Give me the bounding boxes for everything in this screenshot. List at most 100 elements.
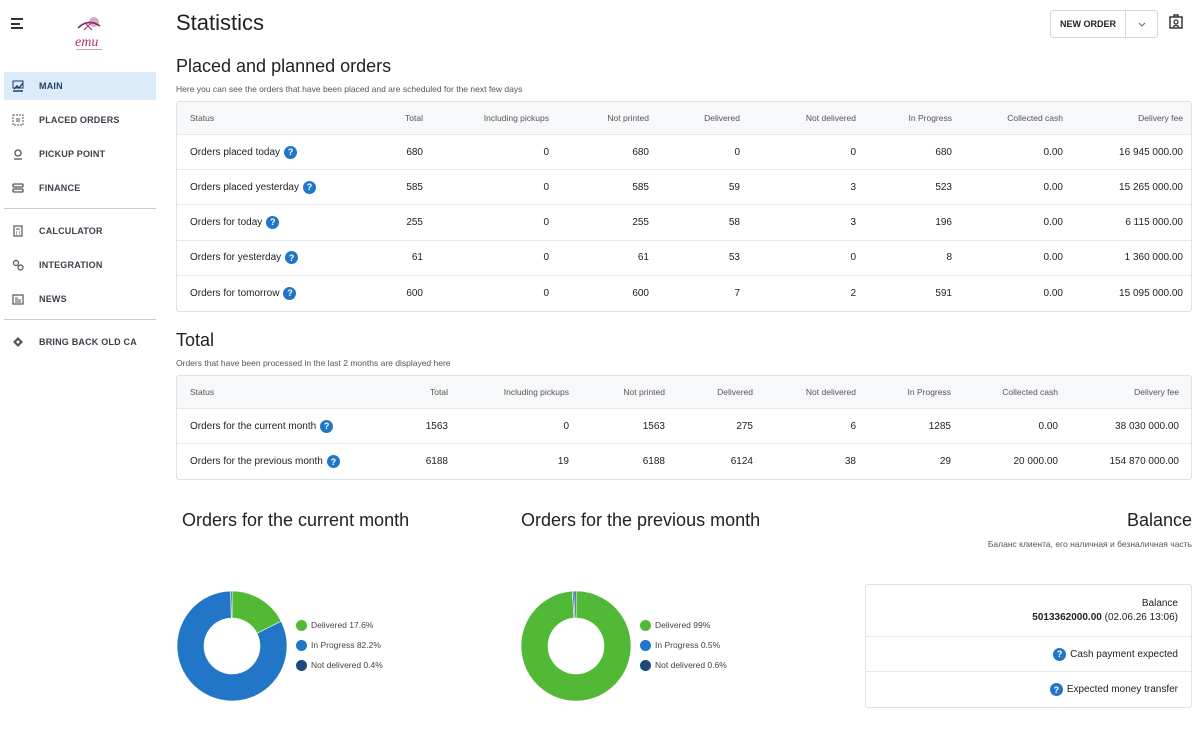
legend-item[interactable]: In Progress 0.5% bbox=[640, 635, 727, 655]
table-cell: 0.00 bbox=[1043, 181, 1063, 193]
table-header-row: Status Total Including pickups Not print… bbox=[177, 102, 1191, 135]
menu-toggle-icon[interactable] bbox=[11, 18, 23, 29]
planned-section-title: Placed and planned orders bbox=[176, 56, 392, 76]
help-icon[interactable]: ? bbox=[326, 455, 340, 468]
table-cell: 2 bbox=[850, 287, 856, 299]
table-cell: 6188 bbox=[425, 456, 448, 467]
help-icon[interactable]: ? bbox=[285, 251, 299, 265]
legend-label: Delivered 17.6% bbox=[311, 620, 374, 630]
row-status-label: Orders for the current month bbox=[190, 420, 317, 432]
sidebar-item-label: NEWS bbox=[39, 294, 67, 304]
table-cell: 19 bbox=[557, 456, 569, 467]
legend-item[interactable]: Not delivered 0.4% bbox=[296, 655, 383, 675]
sidebar-item-label: BRING BACK OLD CA bbox=[39, 337, 137, 347]
donut-slice-in-progress[interactable] bbox=[176, 590, 288, 702]
legend-label: In Progress 82.2% bbox=[311, 640, 381, 650]
help-icon[interactable]: ? bbox=[284, 145, 298, 159]
table-cell: 0 bbox=[563, 420, 569, 432]
help-icon[interactable]: ? bbox=[283, 286, 297, 300]
sidebar-item-label: FINANCE bbox=[39, 183, 81, 193]
transfer-expected-label: Expected money transfer bbox=[1066, 684, 1178, 695]
news-icon bbox=[12, 293, 24, 305]
sidebar-item-label: MAIN bbox=[39, 81, 63, 91]
sidebar-item-label: PICKUP POINT bbox=[39, 149, 106, 159]
new-order-button[interactable]: NEW ORDER bbox=[1051, 11, 1126, 37]
row-status-label: Orders for yesterday bbox=[190, 252, 282, 264]
user-account-icon[interactable] bbox=[1168, 14, 1184, 30]
sidebar-item-main[interactable]: MAIN bbox=[4, 72, 156, 100]
table-cell: 680 bbox=[406, 146, 423, 158]
table-cell: 0.00 bbox=[1043, 216, 1063, 228]
table-cell: 275 bbox=[736, 420, 753, 432]
table-cell: 0.00 bbox=[1038, 420, 1058, 432]
table-cell: 3 bbox=[850, 181, 856, 193]
table-cell: 0 bbox=[850, 252, 856, 264]
table-cell: 7 bbox=[734, 287, 740, 299]
table-cell: 1563 bbox=[425, 420, 448, 432]
table-cell: 6 bbox=[850, 420, 856, 432]
gears-icon bbox=[12, 259, 24, 271]
row-status-label: Orders for the previous month bbox=[190, 456, 323, 467]
table-cell: 15 095 000.00 bbox=[1119, 287, 1183, 299]
row-status: Orders for the previous month? bbox=[177, 455, 377, 468]
column-header: Including pickups bbox=[503, 387, 569, 397]
table-header-row: Status Total Including pickups Not print… bbox=[177, 376, 1191, 409]
legend-item[interactable]: Delivered 17.6% bbox=[296, 615, 383, 635]
table-cell: 61 bbox=[411, 252, 423, 264]
table-cell: 38 030 000.00 bbox=[1115, 420, 1179, 432]
donut-chart-current-month bbox=[176, 590, 288, 702]
chart-icon bbox=[12, 80, 24, 92]
column-header: Not delivered bbox=[805, 387, 856, 397]
legend-item[interactable]: In Progress 82.2% bbox=[296, 635, 383, 655]
legend-label: Delivered 99% bbox=[655, 620, 711, 630]
donut-chart-previous-month bbox=[520, 590, 632, 702]
legend-label: In Progress 0.5% bbox=[655, 640, 721, 650]
transfer-expected: ? Expected money transfer bbox=[1049, 683, 1178, 696]
donut-slice-delivered[interactable] bbox=[520, 590, 632, 702]
chevron-down-icon[interactable] bbox=[1126, 11, 1157, 37]
sidebar-item-placed-orders[interactable]: PLACED ORDERS bbox=[4, 106, 156, 134]
help-icon[interactable]: ? bbox=[320, 419, 334, 433]
sidebar-item-news[interactable]: NEWS bbox=[4, 285, 156, 313]
column-header: Delivered bbox=[717, 387, 753, 397]
table-cell: 3 bbox=[850, 216, 856, 228]
column-header: Delivered bbox=[704, 113, 740, 123]
table-cell: 6124 bbox=[730, 456, 753, 467]
table-cell: 0 bbox=[543, 146, 549, 158]
column-header: In Progress bbox=[908, 113, 952, 123]
table-cell: 15 265 000.00 bbox=[1119, 181, 1183, 193]
legend-swatch bbox=[640, 619, 651, 631]
table-cell: 255 bbox=[632, 216, 649, 228]
column-header: Collected cash bbox=[1002, 387, 1058, 397]
help-icon[interactable]: ? bbox=[1049, 683, 1063, 696]
table-cell: 0 bbox=[543, 181, 549, 193]
sidebar-item-integration[interactable]: INTEGRATION bbox=[4, 251, 156, 279]
help-icon[interactable]: ? bbox=[1053, 647, 1067, 661]
row-status: Orders for the current month? bbox=[177, 419, 377, 433]
help-icon[interactable]: ? bbox=[266, 215, 280, 229]
sidebar-item-bring-back-old-ca[interactable]: BRING BACK OLD CA bbox=[4, 328, 156, 356]
donut-slice-not-delivered[interactable] bbox=[573, 590, 577, 619]
table-cell: 600 bbox=[632, 287, 649, 299]
help-icon[interactable]: ? bbox=[302, 180, 316, 194]
nav-divider bbox=[4, 208, 156, 209]
emu-logo[interactable]: emu bbox=[70, 14, 108, 54]
table-cell: 0 bbox=[734, 146, 740, 158]
sidebar-item-pickup-point[interactable]: PICKUP POINT bbox=[4, 140, 156, 168]
column-header: Including pickups bbox=[483, 113, 549, 123]
table-cell: 0.00 bbox=[1043, 287, 1063, 299]
cash-expected-row: ? Cash payment expected bbox=[866, 637, 1191, 672]
sidebar-item-finance[interactable]: FINANCE bbox=[4, 174, 156, 202]
table-row: Orders for tomorrow? 600 0 600 7 2 591 0.00 15 0… bbox=[177, 276, 1191, 311]
legend-item[interactable]: Not delivered 0.6% bbox=[640, 655, 727, 675]
legend-current-month: Delivered 17.6% In Progress 82.2% Not de… bbox=[296, 615, 383, 675]
balance-row: Balance 5013362000.00 (02.06.26 13:06) bbox=[866, 585, 1191, 637]
donut-slice-not-delivered[interactable] bbox=[230, 590, 233, 619]
transfer-expected-row: ? Expected money transfer bbox=[866, 672, 1191, 707]
planned-section-subtitle: Here you can see the orders that have be… bbox=[176, 84, 523, 94]
legend-item[interactable]: Delivered 99% bbox=[640, 615, 727, 635]
sidebar-item-calculator[interactable]: CALCULATOR bbox=[4, 217, 156, 245]
table-cell: 0 bbox=[543, 252, 549, 264]
table-cell: 29 bbox=[939, 456, 951, 467]
chart-title-previous-month: Orders for the previous month bbox=[521, 510, 761, 530]
